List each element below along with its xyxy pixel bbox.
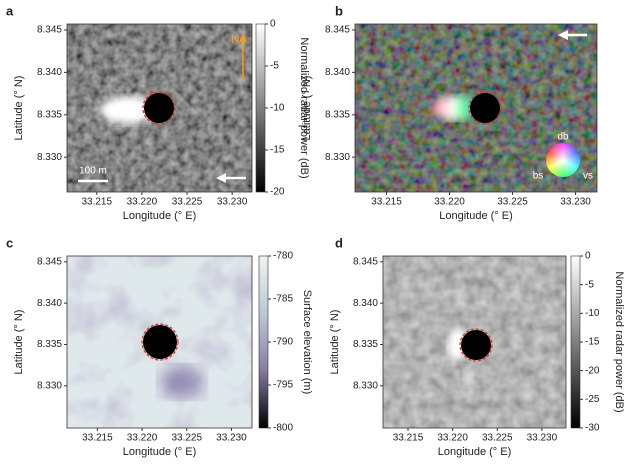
annotation: db: [557, 132, 569, 143]
x-tick-label: 33.230: [216, 433, 247, 444]
panel-label: b: [335, 3, 343, 18]
x-tick-label: 33.220: [127, 197, 158, 208]
colorbar: [570, 255, 581, 429]
colorbar-tick-label: -795: [273, 380, 293, 391]
panel-label: d: [335, 235, 343, 250]
x-axis-label: Longitude (° E): [123, 446, 197, 458]
colorbar-tick-label: -790: [273, 337, 293, 348]
x-tick-label: 33.225: [482, 433, 513, 444]
colorbar-tick-label: -15: [585, 337, 600, 348]
plot-frame: [354, 23, 598, 193]
y-axis-label: Latitude (° N): [13, 310, 25, 375]
image-a: N 100 m: [67, 24, 252, 192]
y-tick-label: 8.335: [325, 109, 350, 120]
colorbar-tick-label: -20: [270, 187, 285, 198]
colorbar-tick-label: -10: [585, 308, 600, 319]
y-tick-label: 8.340: [325, 67, 350, 78]
annotation: N: [231, 32, 240, 46]
x-tick-label: 33.225: [171, 433, 202, 444]
plot-frame: [66, 23, 253, 193]
x-tick-label: 33.215: [393, 433, 424, 444]
x-axis-label: Longitude (° E): [438, 446, 512, 458]
colorbar-tick-label: -800: [273, 423, 293, 434]
annotation: vs: [583, 171, 593, 182]
colorbar-tick-label: -30: [585, 423, 600, 434]
x-axis-label: Longitude (° E): [439, 210, 513, 222]
x-tick-label: 33.215: [82, 433, 113, 444]
y-tick-label: 8.345: [353, 256, 378, 267]
colorbar: [258, 255, 269, 429]
x-tick-label: 33.230: [560, 197, 591, 208]
x-tick-label: 33.220: [434, 197, 465, 208]
x-tick-label: 33.225: [172, 197, 203, 208]
color-wheel: [546, 143, 580, 177]
colorbar-tick-label: -785: [273, 294, 293, 305]
y-axis-label: Latitude (° N): [329, 310, 341, 375]
colorbar-label: Normalized radar power (dB): [298, 37, 310, 178]
colorbar-tick-label: -15: [270, 145, 285, 156]
x-tick-label: 33.215: [81, 197, 112, 208]
image-d: [383, 256, 566, 428]
y-tick-label: 8.330: [37, 152, 62, 163]
colorbar-tick-label: -10: [270, 103, 285, 114]
panel-label: a: [6, 3, 14, 18]
plot-frame: [382, 255, 567, 429]
colorbar-label: Surface elevation (m): [301, 290, 313, 395]
annotation: bs: [533, 171, 544, 182]
annotation: 100 m: [79, 166, 107, 177]
y-tick-label: 8.330: [325, 152, 350, 163]
y-tick-label: 8.340: [353, 298, 378, 309]
y-axis-label: Latitude (° N): [13, 76, 25, 141]
y-tick-label: 8.345: [37, 256, 62, 267]
colorbar-tick-label: -5: [585, 279, 594, 290]
colorbar-tick-label: 0: [585, 251, 591, 262]
y-tick-label: 8.340: [37, 298, 62, 309]
x-tick-label: 33.230: [527, 433, 558, 444]
plot-frame: [66, 255, 253, 429]
y-tick-label: 8.335: [37, 339, 62, 350]
colorbar-tick-label: -5: [270, 61, 279, 72]
colorbar-tick-label: -20: [585, 365, 600, 376]
x-axis-label: Longitude (° E): [123, 210, 197, 222]
colorbar: [255, 23, 266, 193]
colorbar-label: Normalized radar power (dB): [613, 271, 625, 412]
colorbar-tick-label: -780: [273, 251, 293, 262]
x-tick-label: 33.225: [497, 197, 528, 208]
y-tick-label: 8.330: [353, 380, 378, 391]
colorbar-tick-label: 0: [270, 19, 276, 30]
x-tick-label: 33.215: [371, 197, 402, 208]
colorbar-tick-label: -25: [585, 394, 600, 405]
image-c: [67, 256, 252, 428]
x-tick-label: 33.220: [437, 433, 468, 444]
panel-label: c: [6, 235, 13, 250]
x-tick-label: 33.230: [217, 197, 248, 208]
y-tick-label: 8.345: [37, 25, 62, 36]
y-tick-label: 8.345: [325, 25, 350, 36]
y-tick-label: 8.330: [37, 380, 62, 391]
y-tick-label: 8.335: [37, 109, 62, 120]
y-tick-label: 8.335: [353, 339, 378, 350]
x-tick-label: 33.220: [127, 433, 158, 444]
y-tick-label: 8.340: [37, 67, 62, 78]
y-axis-label: Latitude (° N): [301, 76, 313, 141]
